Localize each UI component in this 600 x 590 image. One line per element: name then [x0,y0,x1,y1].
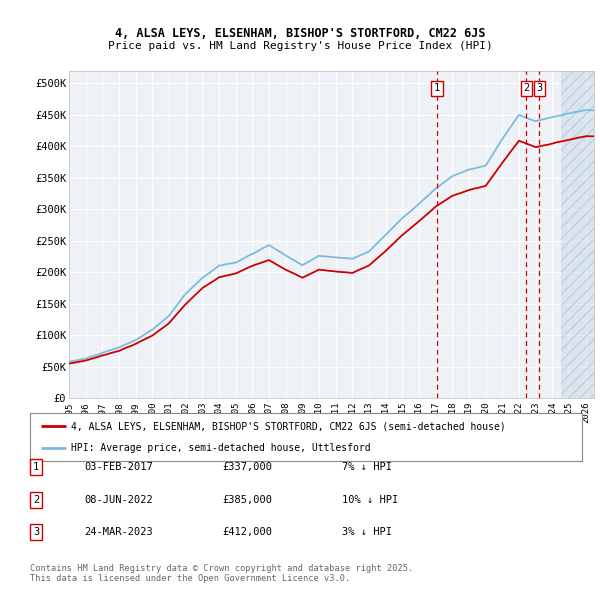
Text: 1: 1 [33,463,39,472]
Text: 4, ALSA LEYS, ELSENHAM, BISHOP'S STORTFORD, CM22 6JS: 4, ALSA LEYS, ELSENHAM, BISHOP'S STORTFO… [115,27,485,40]
Text: 1: 1 [434,83,440,93]
Text: HPI: Average price, semi-detached house, Uttlesford: HPI: Average price, semi-detached house,… [71,443,371,453]
Text: 7% ↓ HPI: 7% ↓ HPI [342,463,392,472]
Text: £337,000: £337,000 [222,463,272,472]
Text: 2: 2 [523,83,529,93]
Text: 2: 2 [33,495,39,504]
Text: 10% ↓ HPI: 10% ↓ HPI [342,495,398,504]
Text: 08-JUN-2022: 08-JUN-2022 [84,495,153,504]
Text: 24-MAR-2023: 24-MAR-2023 [84,527,153,537]
Text: 3: 3 [33,527,39,537]
Text: 3% ↓ HPI: 3% ↓ HPI [342,527,392,537]
Text: 4, ALSA LEYS, ELSENHAM, BISHOP'S STORTFORD, CM22 6JS (semi-detached house): 4, ALSA LEYS, ELSENHAM, BISHOP'S STORTFO… [71,421,506,431]
Text: £412,000: £412,000 [222,527,272,537]
Text: 03-FEB-2017: 03-FEB-2017 [84,463,153,472]
Text: 3: 3 [536,83,542,93]
Text: Price paid vs. HM Land Registry's House Price Index (HPI): Price paid vs. HM Land Registry's House … [107,41,493,51]
Text: Contains HM Land Registry data © Crown copyright and database right 2025.
This d: Contains HM Land Registry data © Crown c… [30,563,413,583]
Text: £385,000: £385,000 [222,495,272,504]
